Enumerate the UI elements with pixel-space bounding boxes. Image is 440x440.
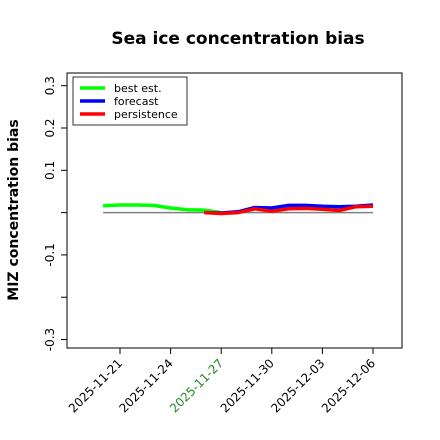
x-axis: 2025-11-212025-11-242025-11-272025-11-30… (66, 348, 378, 415)
legend-entry: forecast (114, 95, 159, 108)
series-line-best-est (103, 203, 222, 215)
legend-entry: persistence (114, 108, 178, 121)
legend-entry: best est. (114, 82, 162, 95)
y-tick-label: -0.1 (43, 243, 57, 266)
y-tick-label: 0.3 (43, 76, 57, 95)
y-tick-label: 0.1 (43, 161, 57, 180)
y-axis: -0.3 -0.1 0.1 0.2 0.3 (43, 76, 67, 351)
series-line-persistence (204, 204, 374, 216)
plot-area-frame (66, 72, 403, 349)
plot-lines (103, 203, 374, 216)
chart-title: Sea ice concentration bias (111, 29, 364, 49)
y-tick-label: -0.3 (43, 328, 57, 351)
y-tick-label: 0.2 (43, 118, 57, 137)
y-axis-label: MIZ concentration bias (6, 119, 22, 300)
x-tick-label: 2025-12-06 (319, 356, 378, 415)
